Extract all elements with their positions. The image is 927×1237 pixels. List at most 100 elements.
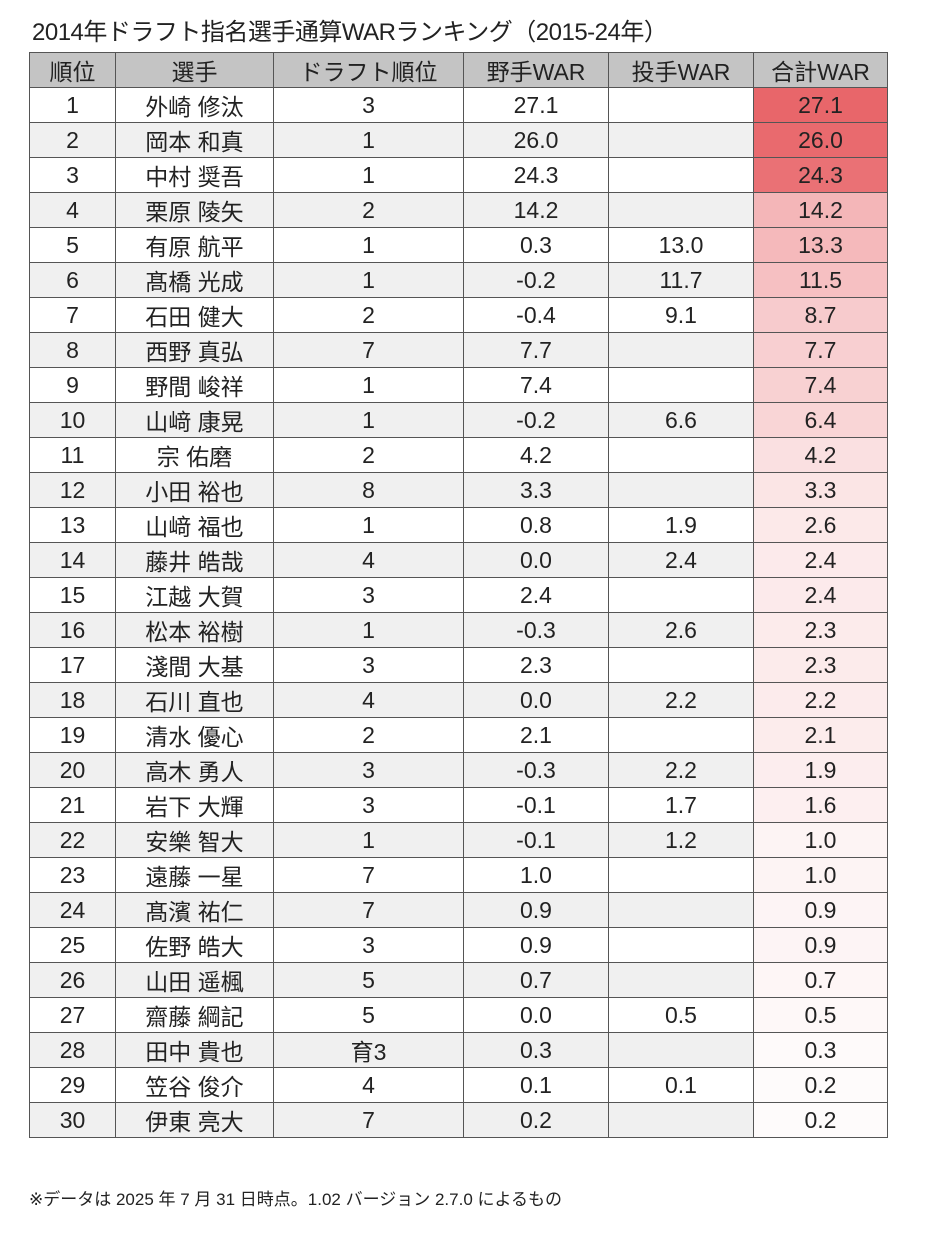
batting-war-cell: 24.3 (463, 157, 609, 193)
pitching-war-cell (608, 472, 754, 508)
total-war-cell: 26.0 (753, 122, 888, 158)
rank-cell: 7 (29, 297, 116, 333)
player-cell: 栗原 陵矢 (115, 192, 274, 228)
draft-round-cell: 7 (273, 857, 464, 893)
table-row: 6 髙橋 光成 1 -0.2 11.7 11.5 (29, 262, 888, 298)
rank-cell: 6 (29, 262, 116, 298)
pitching-war-cell (608, 122, 754, 158)
batting-war-cell: 0.9 (463, 892, 609, 928)
player-cell: 西野 真弘 (115, 332, 274, 368)
pitching-war-cell (608, 437, 754, 473)
player-cell: 遠藤 一星 (115, 857, 274, 893)
draft-round-cell: 2 (273, 717, 464, 753)
batting-war-cell: -0.3 (463, 612, 609, 648)
player-cell: 岡本 和真 (115, 122, 274, 158)
pitching-war-cell (608, 647, 754, 683)
rank-cell: 4 (29, 192, 116, 228)
batting-war-cell: 26.0 (463, 122, 609, 158)
rank-cell: 8 (29, 332, 116, 368)
draft-round-cell: 4 (273, 1067, 464, 1103)
player-cell: 江越 大賀 (115, 577, 274, 613)
pitching-war-cell: 13.0 (608, 227, 754, 263)
draft-round-cell: 4 (273, 542, 464, 578)
draft-round-cell: 3 (273, 752, 464, 788)
draft-round-cell: 5 (273, 962, 464, 998)
pitching-war-cell (608, 717, 754, 753)
rank-cell: 29 (29, 1067, 116, 1103)
rank-cell: 1 (29, 87, 116, 123)
player-cell: 岩下 大輝 (115, 787, 274, 823)
total-war-cell: 0.7 (753, 962, 888, 998)
player-cell: 宗 佑磨 (115, 437, 274, 473)
draft-round-cell: 8 (273, 472, 464, 508)
header-player: 選手 (115, 52, 274, 88)
rank-cell: 23 (29, 857, 116, 893)
table-row: 2 岡本 和真 1 26.0 26.0 (29, 122, 888, 158)
pitching-war-cell: 11.7 (608, 262, 754, 298)
pitching-war-cell (608, 87, 754, 123)
batting-war-cell: 0.3 (463, 1032, 609, 1068)
batting-war-cell: 7.7 (463, 332, 609, 368)
table-row: 24 髙濱 祐仁 7 0.9 0.9 (29, 892, 888, 928)
draft-round-cell: 2 (273, 437, 464, 473)
table-row: 17 淺間 大基 3 2.3 2.3 (29, 647, 888, 683)
table-row: 5 有原 航平 1 0.3 13.0 13.3 (29, 227, 888, 263)
pitching-war-cell: 2.2 (608, 682, 754, 718)
total-war-cell: 7.4 (753, 367, 888, 403)
total-war-cell: 2.1 (753, 717, 888, 753)
rank-cell: 27 (29, 997, 116, 1033)
total-war-cell: 0.3 (753, 1032, 888, 1068)
rank-cell: 24 (29, 892, 116, 928)
pitching-war-cell: 0.1 (608, 1067, 754, 1103)
total-war-cell: 24.3 (753, 157, 888, 193)
rank-cell: 21 (29, 787, 116, 823)
player-cell: 清水 優心 (115, 717, 274, 753)
draft-round-cell: 1 (273, 262, 464, 298)
total-war-cell: 1.0 (753, 822, 888, 858)
table-row: 26 山田 遥楓 5 0.7 0.7 (29, 962, 888, 998)
total-war-cell: 27.1 (753, 87, 888, 123)
pitching-war-cell (608, 157, 754, 193)
table-row: 1 外崎 修汰 3 27.1 27.1 (29, 87, 888, 123)
rank-cell: 11 (29, 437, 116, 473)
draft-round-cell: 1 (273, 227, 464, 263)
batting-war-cell: -0.3 (463, 752, 609, 788)
batting-war-cell: 0.8 (463, 507, 609, 543)
pitching-war-cell: 0.5 (608, 997, 754, 1033)
total-war-cell: 11.5 (753, 262, 888, 298)
player-cell: 外崎 修汰 (115, 87, 274, 123)
table-row: 9 野間 峻祥 1 7.4 7.4 (29, 367, 888, 403)
total-war-cell: 1.6 (753, 787, 888, 823)
pitching-war-cell (608, 1032, 754, 1068)
total-war-cell: 1.9 (753, 752, 888, 788)
table-row: 15 江越 大賀 3 2.4 2.4 (29, 577, 888, 613)
table-row: 19 清水 優心 2 2.1 2.1 (29, 717, 888, 753)
table-row: 30 伊東 亮大 7 0.2 0.2 (29, 1102, 888, 1138)
table-title: 2014年ドラフト指名選手通算WARランキング（2015-24年） (32, 19, 668, 46)
player-cell: 山﨑 康晃 (115, 402, 274, 438)
rank-cell: 3 (29, 157, 116, 193)
batting-war-cell: 0.0 (463, 682, 609, 718)
war-ranking-table: 順位 選手 ドラフト順位 野手WAR 投手WAR 合計WAR 1 外崎 修汰 3 27… (29, 52, 888, 1138)
total-war-cell: 2.6 (753, 507, 888, 543)
total-war-cell: 4.2 (753, 437, 888, 473)
player-cell: 藤井 皓哉 (115, 542, 274, 578)
table-row: 25 佐野 皓大 3 0.9 0.9 (29, 927, 888, 963)
table-row: 4 栗原 陵矢 2 14.2 14.2 (29, 192, 888, 228)
batting-war-cell: 27.1 (463, 87, 609, 123)
pitching-war-cell: 1.2 (608, 822, 754, 858)
player-cell: 山﨑 福也 (115, 507, 274, 543)
table-row: 10 山﨑 康晃 1 -0.2 6.6 6.4 (29, 402, 888, 438)
total-war-cell: 0.2 (753, 1102, 888, 1138)
rank-cell: 12 (29, 472, 116, 508)
pitching-war-cell: 2.6 (608, 612, 754, 648)
player-cell: 中村 奨吾 (115, 157, 274, 193)
batting-war-cell: 0.2 (463, 1102, 609, 1138)
batting-war-cell: -0.2 (463, 262, 609, 298)
rank-cell: 13 (29, 507, 116, 543)
player-cell: 石川 直也 (115, 682, 274, 718)
header-total-war: 合計WAR (753, 52, 888, 88)
table-row: 20 高木 勇人 3 -0.3 2.2 1.9 (29, 752, 888, 788)
pitching-war-cell: 9.1 (608, 297, 754, 333)
total-war-cell: 0.9 (753, 927, 888, 963)
